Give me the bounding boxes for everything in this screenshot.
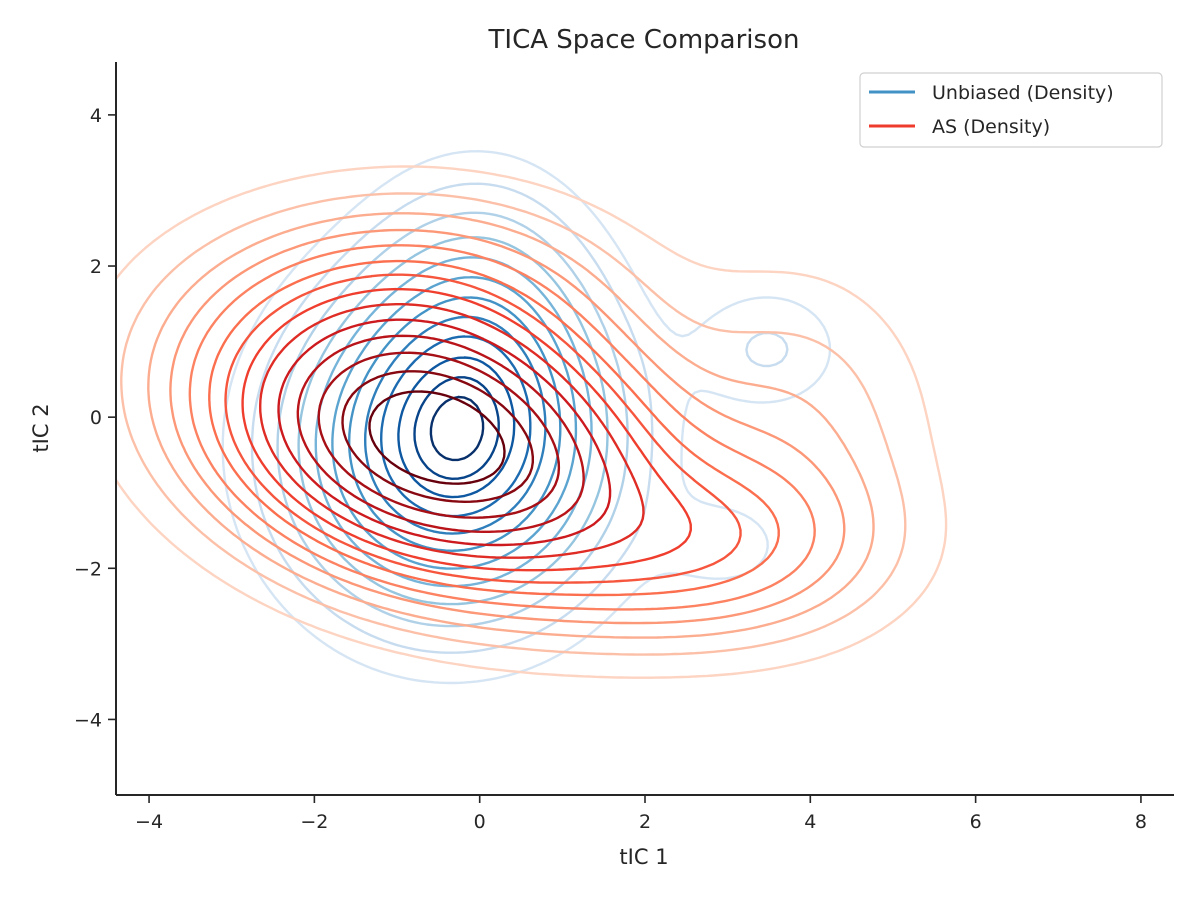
unbiased-contour-level-1 [221,150,832,685]
as-contour-level-10 [277,318,612,547]
x-tick-label: −2 [300,811,328,833]
y-tick-label: −2 [74,558,102,580]
as-contour-level-3 [147,212,875,639]
as-contour-level-1 [116,165,948,679]
as-contour-level-13 [341,370,534,503]
as-contour-level-2 [120,192,907,656]
as-contour-level-14 [368,390,506,485]
y-tick-label: 2 [90,256,102,278]
as-contour-level-12 [317,351,561,519]
unbiased-contour-level-4 [297,236,609,606]
as-contour-level-4 [169,228,846,625]
unbiased-density-contours [221,150,832,685]
y-tick-label: 0 [90,407,102,429]
legend-label-unbiased: Unbiased (Density) [932,82,1114,104]
x-tick-label: 8 [1135,811,1147,833]
legend-label-as: AS (Density) [932,116,1050,138]
y-axis-label: tIC 2 [29,403,53,452]
unbiased-contour-level-3 [276,211,629,628]
contours-layer [116,150,948,685]
y-ticks: −4 −2 0 2 4 [74,105,116,731]
unbiased-contour-level-7 [348,296,562,552]
x-tick-label: 2 [639,811,651,833]
as-contour-level-9 [259,303,645,559]
unbiased-contour-level-8 [364,315,547,535]
unbiased-contour-level-12 [429,395,485,462]
y-tick-label: −4 [74,709,102,731]
as-contour-level-5 [188,244,816,611]
legend-box [859,72,1163,148]
x-axis-label: tIC 1 [619,845,668,869]
legend: Unbiased (Density) AS (Density) [859,72,1163,148]
x-tick-label: −4 [135,811,163,833]
x-tick-label: 4 [804,811,816,833]
as-density-contours [116,165,948,679]
x-tick-label: 0 [474,811,486,833]
unbiased-contour-level-11 [413,376,500,480]
x-tick-label: 6 [970,811,982,833]
chart-title: TICA Space Comparison [488,25,800,55]
as-contour-level-6 [208,259,780,597]
y-tick-label: 4 [90,105,102,127]
as-contour-level-8 [241,287,692,572]
as-contour-level-7 [224,273,742,584]
as-contour-level-11 [296,334,585,533]
x-ticks: −4 −2 0 2 4 6 8 [135,795,1147,833]
